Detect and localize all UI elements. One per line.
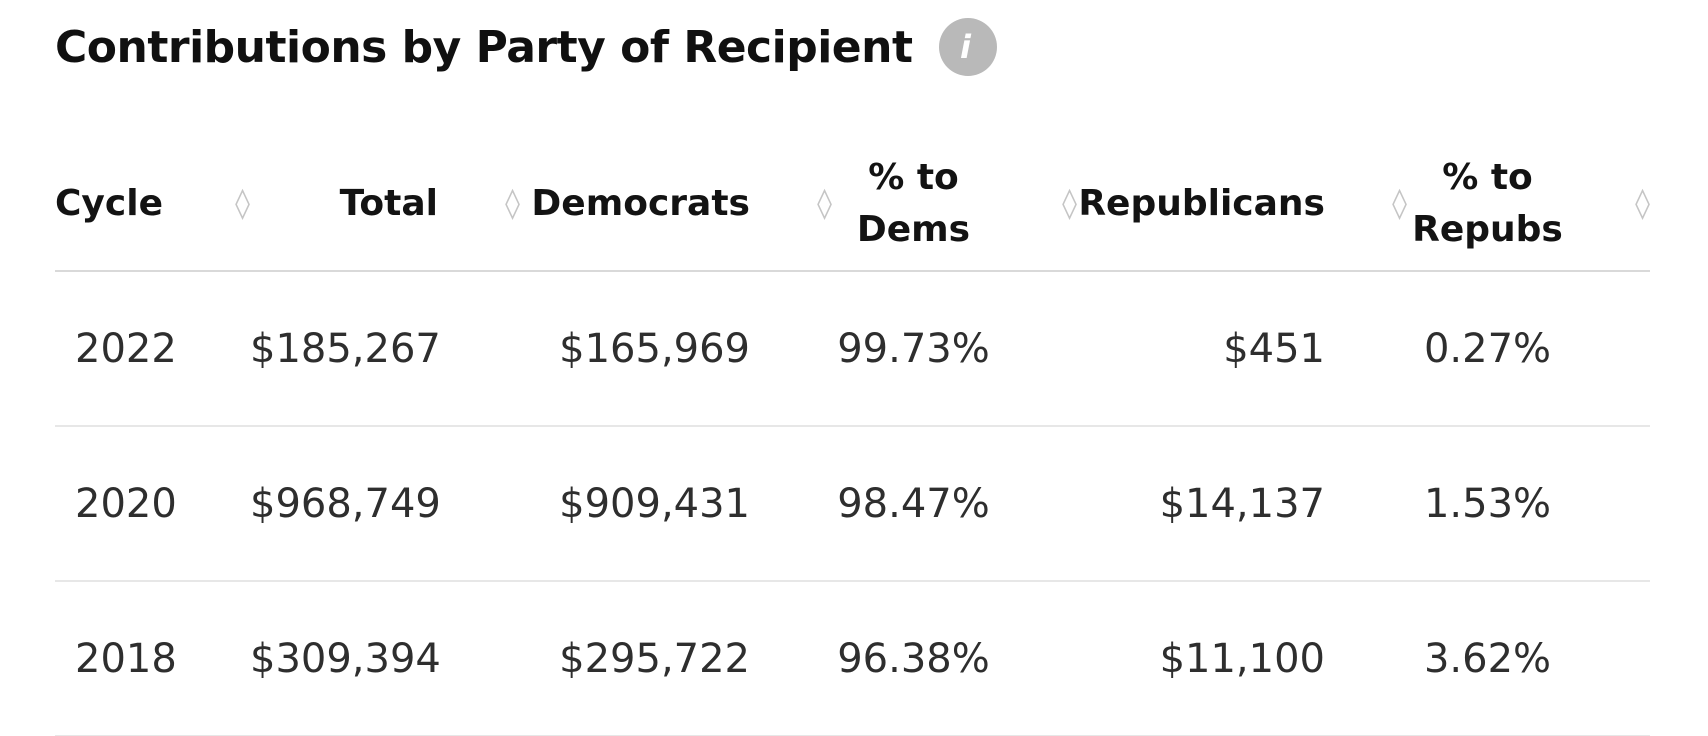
- column-header-label: % to Dems: [856, 156, 971, 250]
- cell-total: $309,394: [250, 581, 520, 736]
- contributions-table: Cycle ◊ Total ◊ Democrats ◊ % to Dems ◊ …: [55, 138, 1650, 736]
- cell-republicans: $11,100: [1077, 581, 1407, 736]
- sort-icon[interactable]: ◊: [1635, 186, 1650, 221]
- cell-cycle: 2022: [55, 271, 250, 427]
- page-title: Contributions by Party of Recipient: [55, 21, 913, 73]
- sort-icon[interactable]: ◊: [505, 186, 520, 221]
- cell-democrats: $295,722: [520, 581, 832, 736]
- info-icon[interactable]: i: [938, 18, 997, 76]
- title-row: Contributions by Party of Recipient i: [55, 18, 1708, 76]
- cell-pct-dems: 98.47%: [832, 426, 1077, 582]
- column-header-democrats[interactable]: Democrats ◊: [520, 138, 832, 272]
- table-row: 2018 $309,394 $295,722 96.38% $11,100 3.…: [55, 581, 1650, 736]
- cell-republicans: $14,137: [1077, 426, 1407, 582]
- table-row: 2020 $968,749 $909,431 98.47% $14,137 1.…: [55, 426, 1650, 582]
- cell-pct-repubs: 3.62%: [1407, 581, 1650, 736]
- sort-icon[interactable]: ◊: [235, 186, 250, 221]
- sort-icon[interactable]: ◊: [1062, 186, 1077, 221]
- column-header-total[interactable]: Total ◊: [250, 138, 520, 272]
- cell-total: $968,749: [250, 426, 520, 582]
- column-header-republicans[interactable]: Republicans ◊: [1077, 138, 1407, 272]
- column-header-label: Democrats: [531, 182, 750, 224]
- cell-pct-repubs: 1.53%: [1407, 426, 1650, 582]
- info-icon-glyph: i: [960, 28, 971, 66]
- cell-total: $185,267: [250, 271, 520, 427]
- table-header-row: Cycle ◊ Total ◊ Democrats ◊ % to Dems ◊ …: [55, 138, 1650, 272]
- column-header-pct-repubs[interactable]: % to Repubs ◊: [1407, 138, 1650, 272]
- column-header-label: Cycle: [55, 182, 163, 224]
- sort-icon[interactable]: ◊: [817, 186, 832, 221]
- cell-cycle: 2020: [55, 426, 250, 582]
- cell-cycle: 2018: [55, 581, 250, 736]
- column-header-label: Total: [339, 182, 438, 224]
- sort-icon[interactable]: ◊: [1392, 186, 1407, 221]
- column-header-cycle[interactable]: Cycle ◊: [55, 138, 250, 272]
- cell-pct-dems: 99.73%: [832, 271, 1077, 427]
- contributions-section: Contributions by Party of Recipient i Cy…: [0, 18, 1708, 736]
- table-row: 2022 $185,267 $165,969 99.73% $451 0.27%: [55, 271, 1650, 427]
- column-header-pct-dems[interactable]: % to Dems ◊: [832, 138, 1077, 272]
- column-header-label: % to Repubs: [1412, 156, 1563, 250]
- column-header-label: Republicans: [1078, 182, 1325, 224]
- cell-pct-repubs: 0.27%: [1407, 271, 1650, 427]
- cell-democrats: $909,431: [520, 426, 832, 582]
- cell-republicans: $451: [1077, 271, 1407, 427]
- cell-democrats: $165,969: [520, 271, 832, 427]
- cell-pct-dems: 96.38%: [832, 581, 1077, 736]
